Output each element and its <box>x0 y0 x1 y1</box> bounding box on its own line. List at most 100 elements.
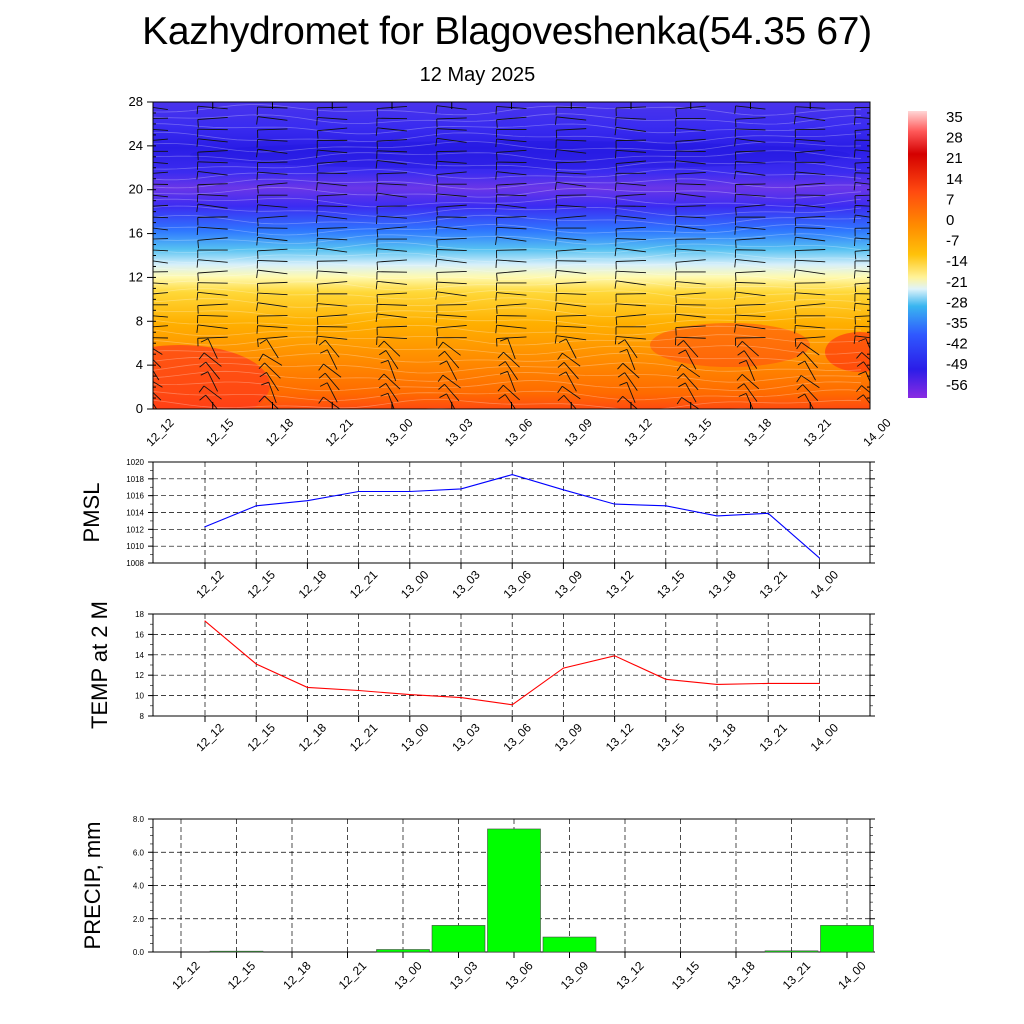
wind-barb <box>615 226 647 230</box>
wind-barb <box>675 150 706 153</box>
colorbar-scale <box>908 111 927 398</box>
wind-barb-feather <box>196 324 199 333</box>
isotherm <box>153 334 862 346</box>
colorbar-label: 35 <box>946 109 963 126</box>
wind-barb <box>675 138 706 142</box>
wind-barb <box>556 149 587 154</box>
wind-barb <box>556 128 587 131</box>
wind-barb-feather <box>557 385 563 394</box>
wind-barb-feather <box>256 172 258 181</box>
wind-barb <box>153 381 163 388</box>
wind-barb-feather <box>797 393 805 399</box>
wind-barb <box>616 160 646 165</box>
wind-barb-feather <box>435 138 438 147</box>
wind-barb <box>317 160 348 164</box>
isotherm <box>153 205 862 217</box>
x-tick-label: 12_21 <box>347 567 381 601</box>
isotherm <box>153 352 862 365</box>
wind-barb-feather <box>734 226 737 235</box>
wind-barb-feather <box>498 361 506 367</box>
wind-barb <box>444 350 460 369</box>
wind-barb <box>257 116 288 121</box>
wind-barb-feather <box>316 284 319 293</box>
wind-barb <box>436 304 467 306</box>
wind-barb <box>854 139 870 141</box>
wind-barb <box>327 349 338 370</box>
x-tick-label: 13_18 <box>741 415 775 449</box>
isotherm <box>153 122 862 135</box>
wind-barb <box>197 161 228 164</box>
wind-barb <box>800 375 820 389</box>
wind-barb-feather <box>256 116 259 125</box>
precip-bar <box>764 950 819 953</box>
wind-barb-feather <box>617 396 624 403</box>
wind-barb-feather <box>793 116 796 125</box>
wind-barb <box>742 341 759 357</box>
isotherm <box>153 251 862 264</box>
wind-barb-feather <box>199 394 206 401</box>
wind-barb-feather <box>675 294 677 303</box>
wind-barb-feather <box>735 207 737 216</box>
wind-barb <box>685 382 697 403</box>
wind-barb <box>735 249 766 251</box>
wind-barb-feather <box>319 382 328 387</box>
wind-barb-feather <box>315 247 318 256</box>
wind-barb-feather <box>738 360 747 364</box>
wind-barb <box>257 215 288 219</box>
wind-barb <box>795 194 826 196</box>
wind-barb-feather <box>256 270 259 279</box>
wind-barb-feather <box>256 204 259 213</box>
precip-bar <box>376 949 430 953</box>
wind-barb <box>735 204 766 208</box>
data-point <box>562 667 565 669</box>
wind-barb-feather <box>375 127 378 136</box>
wind-barb <box>257 325 288 329</box>
x-tick-label: 14_00 <box>808 567 842 601</box>
x-tick-label: 12_12 <box>169 958 203 992</box>
wind-barb-feather <box>678 349 686 355</box>
wind-barb <box>556 335 587 341</box>
colorbar-label: -7 <box>946 233 959 250</box>
y-tick-label: 0.0 <box>133 948 145 957</box>
wind-barb <box>855 181 870 185</box>
wind-barb <box>624 339 638 359</box>
wind-barb <box>616 215 646 220</box>
wind-barb-feather <box>138 295 139 303</box>
wind-barb <box>257 281 288 284</box>
wind-barb-feather <box>614 280 617 289</box>
isotherm <box>153 150 862 162</box>
wind-barb <box>153 138 168 141</box>
y-tick-label: 8 <box>140 712 145 721</box>
wind-barb-feather <box>198 352 205 360</box>
wind-barb <box>855 149 870 152</box>
wind-barb <box>556 172 587 175</box>
wind-barb <box>626 349 636 371</box>
x-tick-label: 14_00 <box>835 958 869 992</box>
data-point <box>562 489 565 491</box>
y-tick-label: 0 <box>136 401 143 416</box>
wind-barb-feather <box>853 303 856 312</box>
isotherm <box>153 260 862 273</box>
wind-barb <box>436 281 467 285</box>
wind-barb <box>565 371 577 392</box>
wind-barb <box>565 338 577 359</box>
wind-barb <box>207 371 218 392</box>
wind-barb-feather <box>196 259 199 268</box>
wind-barb-feather <box>435 314 438 323</box>
wind-barb <box>197 226 228 230</box>
wind-barb <box>317 205 348 208</box>
wind-barb <box>436 204 467 208</box>
wind-barb <box>153 249 169 252</box>
wind-barb <box>153 194 168 198</box>
wind-barb-feather <box>375 281 378 290</box>
wind-barb-feather <box>555 251 558 260</box>
data-point <box>614 503 616 505</box>
wind-barb <box>436 128 467 131</box>
wind-barb <box>317 116 348 120</box>
wind-barb <box>675 238 706 240</box>
wind-barb <box>496 259 527 263</box>
wind-barb <box>257 204 288 208</box>
warm-anomaly <box>650 323 810 367</box>
wind-barb <box>197 237 228 241</box>
wind-barb-feather <box>674 128 677 137</box>
